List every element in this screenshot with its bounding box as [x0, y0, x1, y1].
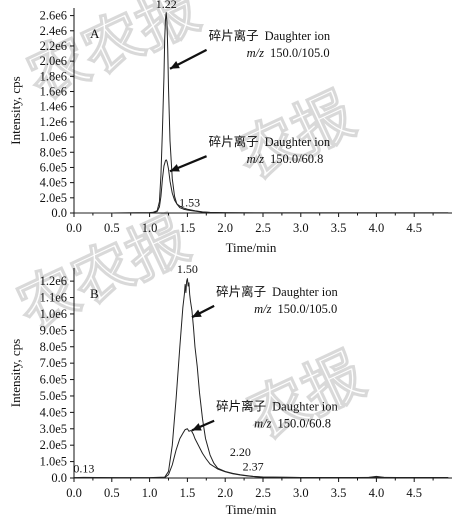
x-tick-label: 2.5 — [255, 486, 271, 500]
y-tick-label: 2.6e6 — [40, 9, 67, 23]
annotation-cn-text: 碎片离子 — [216, 284, 266, 299]
x-tick-label: 3.0 — [293, 221, 309, 235]
y-tick-label: 1.1e6 — [40, 291, 67, 305]
y-tick-label: 5.0e5 — [40, 389, 67, 403]
x-tick-label: 2.5 — [255, 221, 271, 235]
y-tick-label: 0.0 — [51, 471, 67, 485]
annotation-mz-value: 150.0/60.8 — [278, 417, 331, 431]
annotation-en-text: Daughter ion — [272, 285, 338, 299]
x-tick-label: 0.0 — [66, 221, 82, 235]
annotation-en-text: Daughter ion — [265, 29, 331, 43]
x-tick-label: 0.5 — [104, 486, 120, 500]
x-tick-label: 0.0 — [66, 486, 82, 500]
x-tick-label: 1.5 — [180, 221, 196, 235]
annotation-en-text: Daughter ion — [272, 400, 338, 414]
y-tick-label: 2.0e5 — [40, 191, 67, 205]
annotation-line1: 碎片离子 Daughter ion — [216, 399, 338, 414]
annotation-arrowhead — [191, 423, 202, 431]
panel-label: A — [90, 26, 100, 41]
y-tick-label: 6.0e5 — [40, 373, 67, 387]
y-tick-label: 1.6e6 — [40, 85, 67, 99]
y-tick-label: 1.0e6 — [40, 307, 67, 321]
series-line-mz-60-8 — [74, 428, 449, 479]
y-tick-label: 1.0e6 — [40, 130, 67, 144]
annotation-line1: 碎片离子 Daughter ion — [216, 284, 338, 299]
annotation-line2: m/z 150.0/105.0 — [254, 302, 337, 316]
y-axis-title: Intensity, cps — [8, 76, 23, 144]
annotation-arrowhead — [170, 61, 180, 69]
x-tick-label: 4.5 — [406, 486, 422, 500]
annotation-line2: m/z 150.0/60.8 — [247, 152, 324, 166]
y-tick-label: 6.0e5 — [40, 160, 67, 174]
annotation-line1: 碎片离子 Daughter ion — [209, 28, 331, 43]
x-tick-label: 4.5 — [406, 221, 422, 235]
annotation-line2: m/z 150.0/60.8 — [254, 417, 331, 431]
x-tick-label: 3.5 — [331, 221, 347, 235]
peak-label: 0.13 — [73, 462, 94, 476]
x-tick-label: 0.5 — [104, 221, 120, 235]
annotation-line2: m/z 150.0/105.0 — [247, 46, 330, 60]
y-axis-title: Intensity, cps — [8, 339, 23, 407]
annotation-arrowhead — [191, 309, 202, 318]
peak-label: 2.20 — [230, 445, 251, 459]
y-tick-label: 2.4e6 — [40, 24, 67, 38]
annotation-line1: 碎片离子 Daughter ion — [209, 134, 331, 149]
peak-label: 1.50 — [177, 262, 198, 276]
peak-label: 1.53 — [179, 196, 200, 210]
annotation-en-text: Daughter ion — [265, 135, 331, 149]
x-tick-label: 2.0 — [217, 221, 233, 235]
y-tick-label: 3.0e5 — [40, 422, 67, 436]
x-tick-label: 4.0 — [369, 486, 385, 500]
annotation-mz-value: 150.0/60.8 — [270, 152, 323, 166]
x-tick-label: 3.5 — [331, 486, 347, 500]
y-tick-label: 7.0e5 — [40, 356, 67, 370]
x-axis-title: Time/min — [226, 240, 277, 255]
annotation-mz-prefix: m/z — [247, 152, 265, 166]
annotation-mz-value: 150.0/105.0 — [270, 46, 330, 60]
annotation-cn-text: 碎片离子 — [209, 28, 259, 43]
x-tick-label: 1.5 — [180, 486, 196, 500]
annotation-cn-text: 碎片离子 — [209, 134, 259, 149]
annotation-arrowhead — [170, 164, 180, 172]
y-tick-label: 8.0e5 — [40, 145, 67, 159]
y-tick-label: 2.2e6 — [40, 39, 67, 53]
svg-text:农报: 农报 — [237, 339, 375, 453]
y-tick-label: 8.0e5 — [40, 340, 67, 354]
panel-a: 0.0 0.5 1.0 1.5 2.0 2.5 3.0 3.5 4.0 4.50.02.0e54.… — [8, 0, 452, 255]
y-tick-label: 1.0e5 — [40, 455, 67, 469]
x-tick-label: 2.0 — [217, 486, 233, 500]
y-tick-label: 4.0e5 — [40, 176, 67, 190]
y-tick-label: 0.0 — [51, 206, 67, 220]
y-tick-label: 4.0e5 — [40, 405, 67, 419]
x-tick-label: 1.0 — [142, 221, 158, 235]
annotation-mz-prefix: m/z — [254, 302, 271, 316]
y-tick-label: 9.0e5 — [40, 323, 67, 337]
x-tick-label: 4.0 — [369, 221, 385, 235]
y-tick-label: 2.0e6 — [40, 54, 67, 68]
peak-label: 1.22 — [156, 0, 177, 11]
annotation-cn-text: 碎片离子 — [216, 399, 266, 414]
y-tick-label: 1.4e6 — [40, 100, 67, 114]
y-tick-label: 2.0e5 — [40, 438, 67, 452]
peak-label: 2.37 — [243, 460, 264, 474]
y-tick-label: 1.8e6 — [40, 69, 67, 83]
y-tick-label: 1.2e6 — [40, 115, 67, 129]
panel-b: 0.0 0.5 1.0 1.5 2.0 2.5 3.0 3.5 4.0 4.5 0.0 1.0e5 2.… — [8, 262, 452, 517]
y-tick-label: 1.2e6 — [40, 274, 67, 288]
x-tick-label: 3.0 — [293, 486, 309, 500]
x-tick-label: 1.0 — [142, 486, 158, 500]
panel-label: B — [90, 286, 99, 301]
x-axis-title: Time/min — [226, 502, 277, 517]
annotation-mz-prefix: m/z — [247, 46, 265, 60]
annotation-mz-prefix: m/z — [254, 417, 271, 431]
annotation-mz-value: 150.0/105.0 — [278, 302, 338, 316]
series-line-mz-60-8 — [74, 159, 449, 214]
